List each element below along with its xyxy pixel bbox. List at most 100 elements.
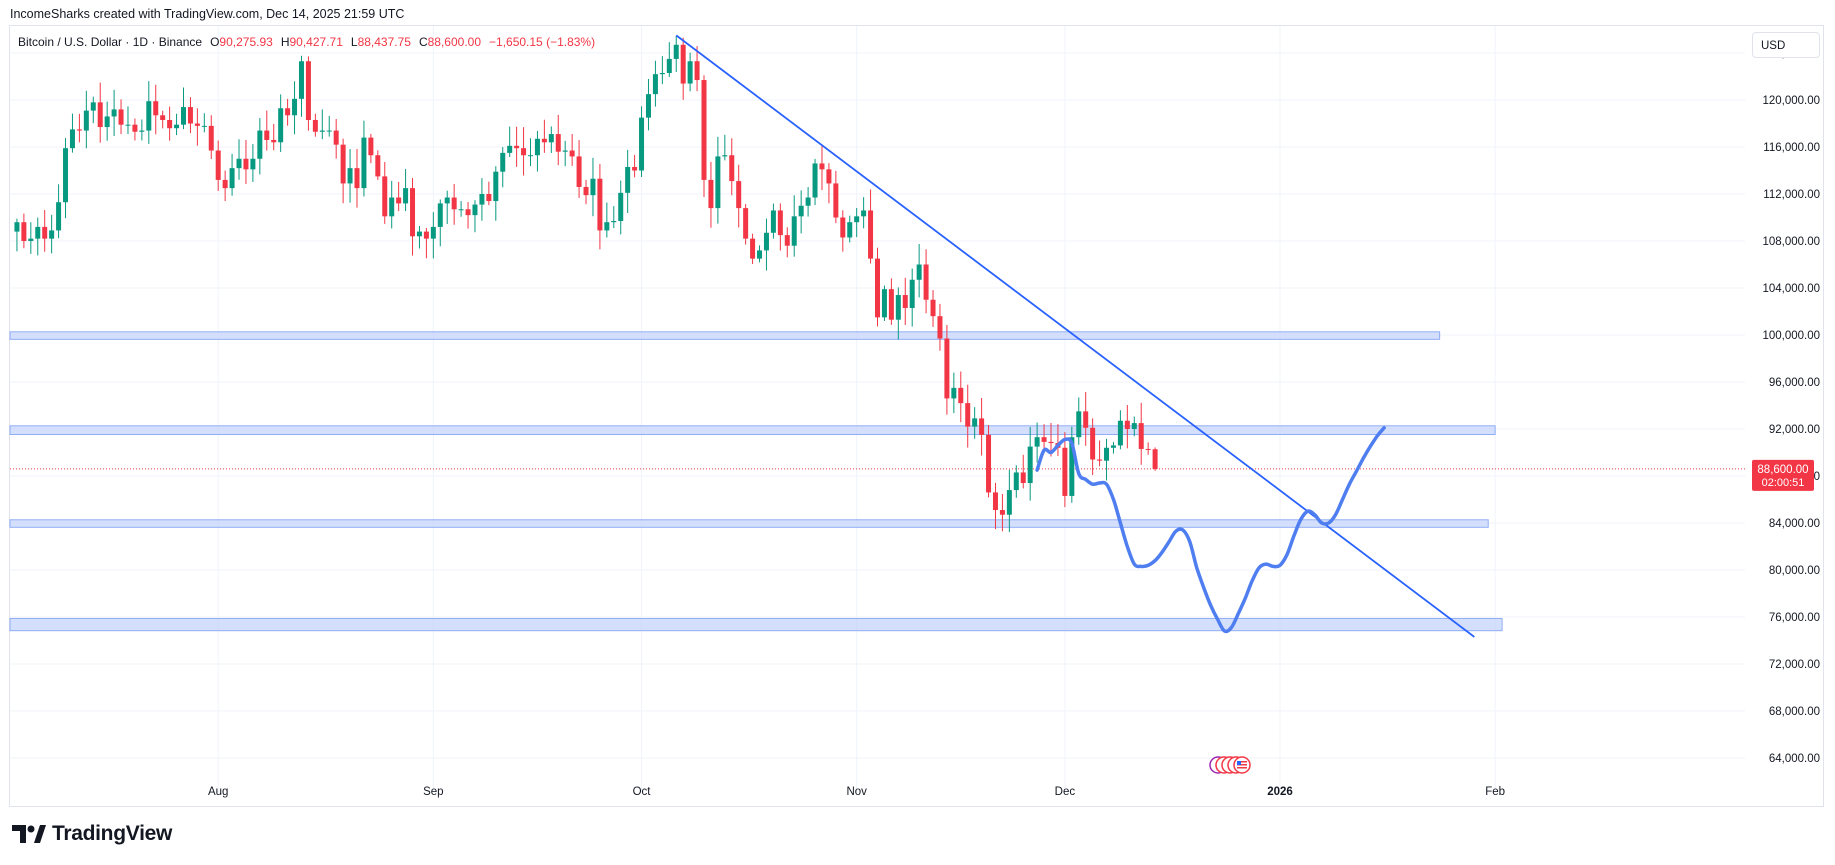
candle-body[interactable] xyxy=(472,204,478,216)
candle-body[interactable] xyxy=(375,155,381,177)
candle-body[interactable] xyxy=(278,108,284,143)
candle-body[interactable] xyxy=(937,316,943,339)
candle-body[interactable] xyxy=(611,221,617,223)
candle-body[interactable] xyxy=(160,115,166,120)
candle-body[interactable] xyxy=(1097,459,1103,461)
candle-body[interactable] xyxy=(562,150,568,152)
candle-body[interactable] xyxy=(1138,423,1144,449)
candle-body[interactable] xyxy=(798,205,804,217)
candle-body[interactable] xyxy=(430,226,436,239)
candle-body[interactable] xyxy=(979,418,985,435)
candle-body[interactable] xyxy=(541,138,547,143)
candle-body[interactable] xyxy=(201,125,207,127)
tradingview-logo[interactable]: TradingView xyxy=(12,822,172,846)
candle-body[interactable] xyxy=(97,102,103,128)
candle-body[interactable] xyxy=(104,116,110,128)
candle-body[interactable] xyxy=(999,510,1005,515)
candle-body[interactable] xyxy=(257,130,263,159)
candle-body[interactable] xyxy=(347,168,353,184)
candle-body[interactable] xyxy=(715,156,721,209)
candle-body[interactable] xyxy=(902,295,908,308)
candle-body[interactable] xyxy=(1006,490,1012,515)
candle-body[interactable] xyxy=(292,98,298,116)
candle-body[interactable] xyxy=(590,178,596,196)
candle-body[interactable] xyxy=(597,178,603,231)
candle-body[interactable] xyxy=(840,217,846,238)
candle-body[interactable] xyxy=(111,109,117,117)
candle-body[interactable] xyxy=(465,209,471,216)
candle-body[interactable] xyxy=(1069,437,1075,496)
candle-body[interactable] xyxy=(312,119,318,132)
candle-body[interactable] xyxy=(326,130,332,132)
candle-body[interactable] xyxy=(28,238,34,241)
candle-body[interactable] xyxy=(298,61,304,99)
candle-body[interactable] xyxy=(1090,427,1096,460)
candle-body[interactable] xyxy=(965,403,971,427)
candle-body[interactable] xyxy=(1020,472,1026,484)
candle-body[interactable] xyxy=(1145,448,1151,450)
candle-body[interactable] xyxy=(1027,446,1033,484)
candle-body[interactable] xyxy=(881,289,887,318)
candle-body[interactable] xyxy=(69,129,75,149)
candle-body[interactable] xyxy=(479,194,485,205)
price-zone[interactable] xyxy=(9,425,1496,435)
candle-body[interactable] xyxy=(181,107,186,125)
candle-body[interactable] xyxy=(264,130,270,140)
price-zone[interactable] xyxy=(9,331,1441,340)
candle-body[interactable] xyxy=(423,231,429,239)
candle-body[interactable] xyxy=(805,197,811,206)
symbol-title[interactable]: Bitcoin / U.S. Dollar · 1D · Binance xyxy=(18,35,203,49)
candle-body[interactable] xyxy=(21,222,27,241)
candle-body[interactable] xyxy=(486,194,492,202)
candle-body[interactable] xyxy=(1062,447,1068,496)
candle-body[interactable] xyxy=(1131,423,1137,429)
candle-body[interactable] xyxy=(1034,437,1040,447)
candle-body[interactable] xyxy=(583,186,589,196)
candle-body[interactable] xyxy=(986,434,992,493)
candle-body[interactable] xyxy=(826,169,832,184)
candle-body[interactable] xyxy=(1013,472,1019,491)
candle-body[interactable] xyxy=(604,222,610,231)
candle-body[interactable] xyxy=(76,129,82,131)
candle-body[interactable] xyxy=(770,210,776,233)
candle-body[interactable] xyxy=(632,166,638,171)
candle-body[interactable] xyxy=(576,156,582,187)
candle-body[interactable] xyxy=(243,158,249,170)
candle-body[interactable] xyxy=(548,134,554,143)
candle-body[interactable] xyxy=(694,61,700,81)
candle-body[interactable] xyxy=(909,279,915,308)
candle-body[interactable] xyxy=(521,148,527,156)
candle-body[interactable] xyxy=(784,235,790,246)
candle-body[interactable] xyxy=(458,209,464,211)
candle-body[interactable] xyxy=(305,61,311,120)
candle-body[interactable] xyxy=(680,44,686,84)
candle-body[interactable] xyxy=(396,197,402,204)
candle-body[interactable] xyxy=(819,163,825,170)
candle-body[interactable] xyxy=(416,231,422,237)
candle-body[interactable] xyxy=(1104,447,1110,461)
candle-body[interactable] xyxy=(63,148,69,203)
candle-body[interactable] xyxy=(528,155,533,157)
candle-body[interactable] xyxy=(854,216,860,223)
candle-body[interactable] xyxy=(666,58,672,73)
candle-body[interactable] xyxy=(194,123,200,126)
candle-body[interactable] xyxy=(410,188,416,237)
candle-body[interactable] xyxy=(847,222,853,238)
candle-body[interactable] xyxy=(382,176,388,217)
candle-body[interactable] xyxy=(757,250,763,259)
candle-body[interactable] xyxy=(35,226,41,239)
candle-body[interactable] xyxy=(791,216,797,246)
projection-path[interactable] xyxy=(1035,426,1386,634)
candle-body[interactable] xyxy=(687,61,693,84)
candle-body[interactable] xyxy=(708,179,714,209)
currency-selector[interactable]: USD xyxy=(1752,32,1820,58)
candle-body[interactable] xyxy=(1110,445,1116,448)
candle-body[interactable] xyxy=(736,181,742,209)
candle-body[interactable] xyxy=(354,168,360,189)
candle-body[interactable] xyxy=(861,210,867,217)
candle-body[interactable] xyxy=(56,202,62,231)
candle-body[interactable] xyxy=(132,124,138,132)
candle-body[interactable] xyxy=(271,139,277,143)
candle-body[interactable] xyxy=(340,144,346,184)
